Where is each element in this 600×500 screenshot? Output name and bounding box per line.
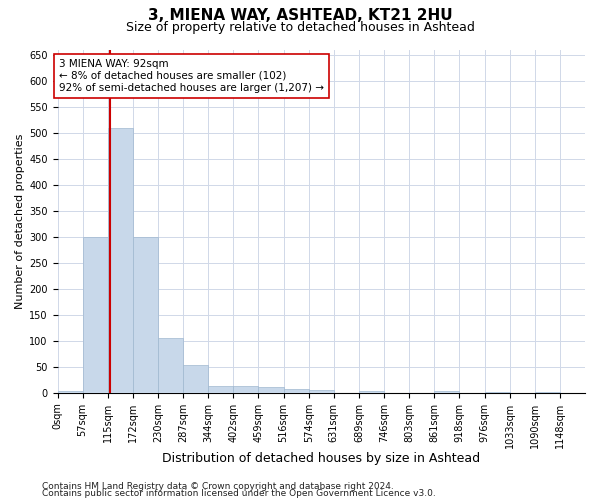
Text: 3, MIENA WAY, ASHTEAD, KT21 2HU: 3, MIENA WAY, ASHTEAD, KT21 2HU bbox=[148, 8, 452, 23]
Y-axis label: Number of detached properties: Number of detached properties bbox=[15, 134, 25, 309]
Bar bbox=[359, 391, 384, 393]
Bar bbox=[485, 392, 509, 393]
Bar bbox=[108, 128, 133, 393]
Bar bbox=[284, 388, 308, 393]
Bar bbox=[158, 338, 183, 393]
Bar bbox=[308, 390, 334, 393]
Bar bbox=[183, 366, 208, 393]
Bar bbox=[83, 237, 108, 393]
Bar bbox=[259, 387, 284, 393]
Bar bbox=[434, 392, 460, 393]
Bar bbox=[535, 392, 560, 393]
Bar bbox=[133, 237, 158, 393]
Bar bbox=[58, 392, 83, 393]
Text: Size of property relative to detached houses in Ashtead: Size of property relative to detached ho… bbox=[125, 21, 475, 34]
Bar bbox=[208, 386, 233, 393]
Text: Contains public sector information licensed under the Open Government Licence v3: Contains public sector information licen… bbox=[42, 490, 436, 498]
Text: Contains HM Land Registry data © Crown copyright and database right 2024.: Contains HM Land Registry data © Crown c… bbox=[42, 482, 394, 491]
Bar bbox=[233, 386, 259, 393]
X-axis label: Distribution of detached houses by size in Ashtead: Distribution of detached houses by size … bbox=[162, 452, 481, 465]
Text: 3 MIENA WAY: 92sqm
← 8% of detached houses are smaller (102)
92% of semi-detache: 3 MIENA WAY: 92sqm ← 8% of detached hous… bbox=[59, 60, 324, 92]
